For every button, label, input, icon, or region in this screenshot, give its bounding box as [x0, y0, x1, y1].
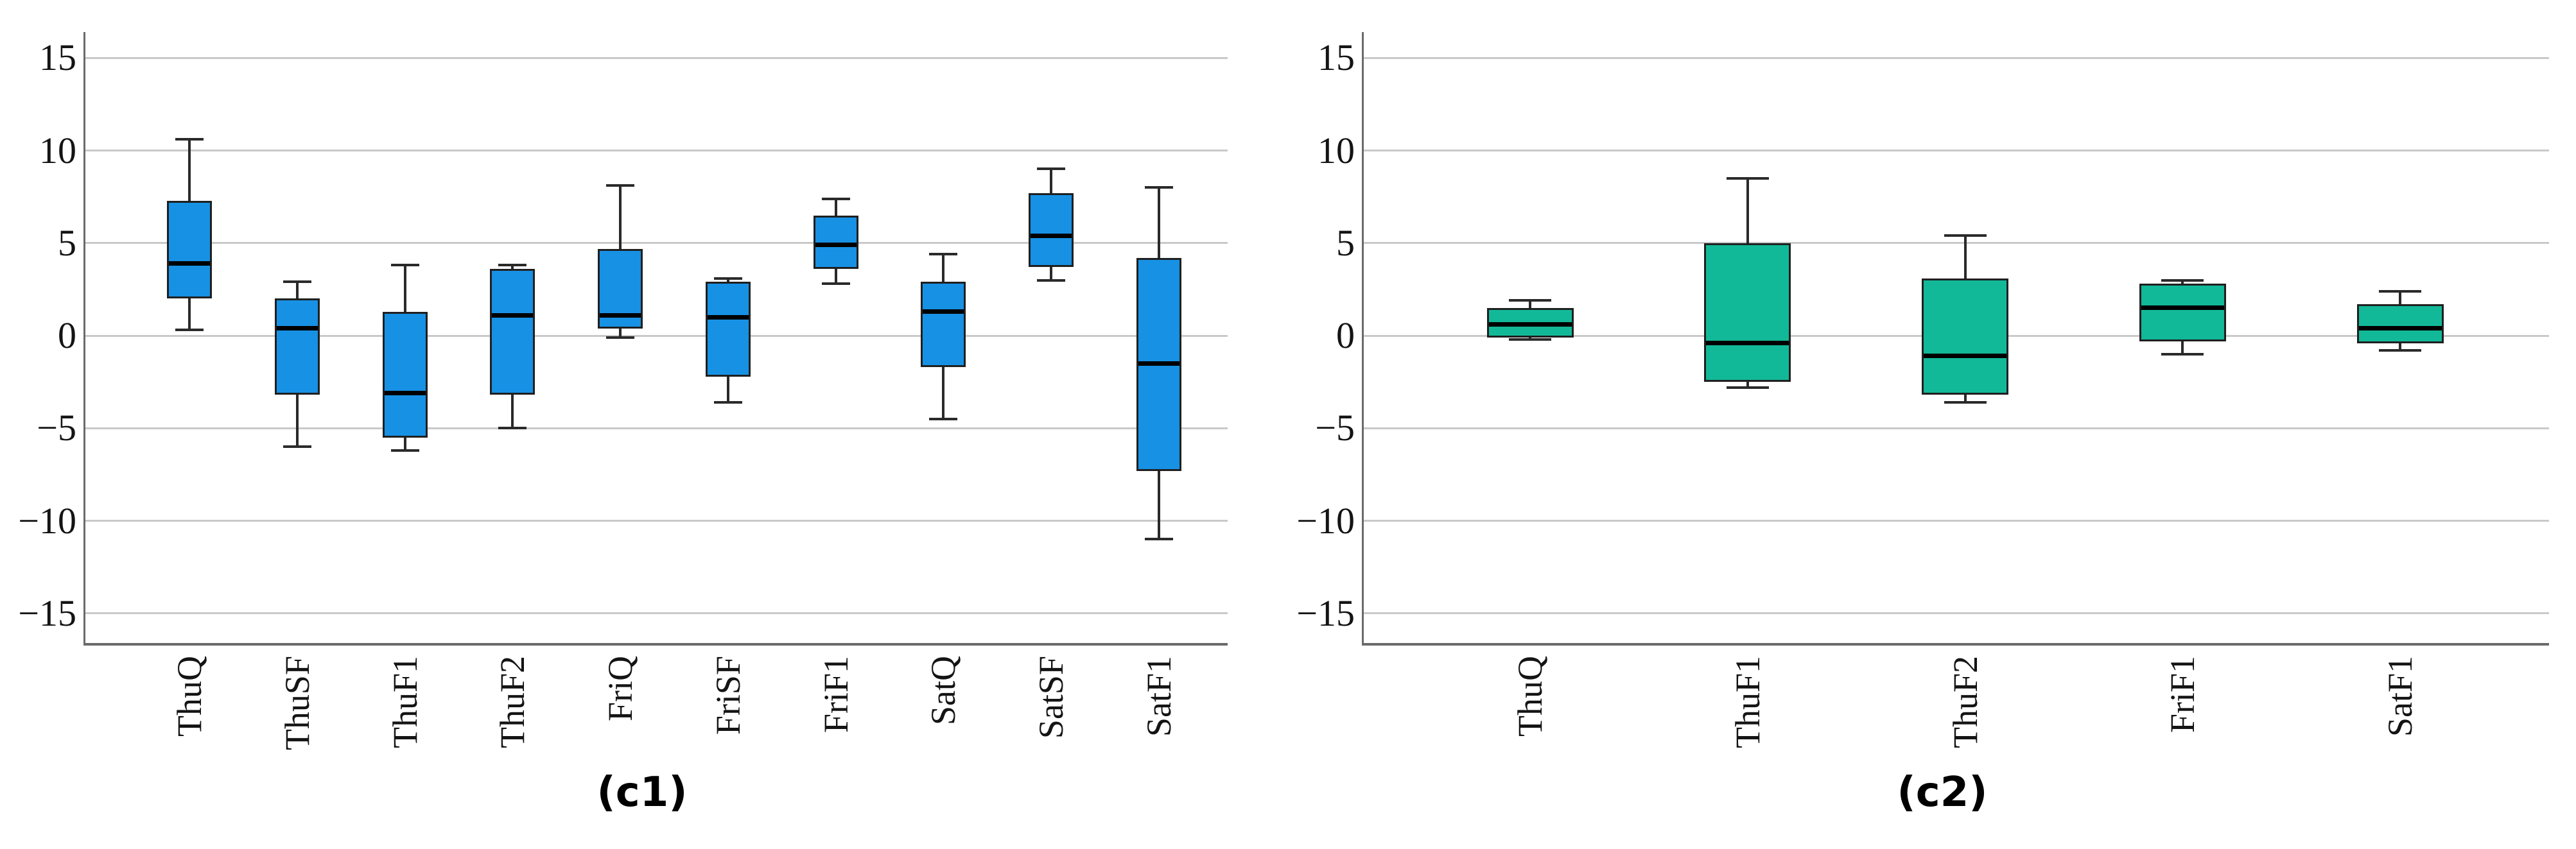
whisker-cap-high-ThuQ [175, 138, 204, 141]
x-axis-line [83, 643, 1228, 646]
median-line-ThuF2 [1924, 354, 2006, 359]
box-FriF1 [813, 215, 858, 270]
gridline-y10 [1364, 150, 2549, 152]
whisker-cap-low-SatF1 [1145, 538, 1173, 541]
whisker-cap-high-FriF1 [821, 197, 850, 200]
whisker-cap-high-SatF1 [2379, 289, 2421, 293]
y-tick-label--5: −5 [1315, 407, 1355, 449]
gridline-y15 [1364, 56, 2549, 59]
median-line-SatSF [1031, 233, 1072, 238]
whisker-cap-low-ThuF1 [1726, 386, 1769, 389]
whisker-cap-low-ThuQ [175, 329, 204, 332]
median-line-ThuF1 [384, 391, 426, 396]
whisker-cap-high-ThuSF [283, 280, 311, 284]
x-tick-label-ThuQ: ThuQ [1511, 656, 1549, 737]
box-ThuSF [274, 298, 320, 395]
x-tick-label-SatF1: SatF1 [2381, 656, 2419, 737]
median-line-FriQ [600, 313, 641, 318]
whisker-cap-low-SatQ [929, 417, 958, 420]
y-tick-label--10: −10 [1296, 499, 1355, 542]
box-ThuQ [167, 200, 212, 299]
whisker-cap-low-ThuF2 [498, 427, 527, 430]
y-tick-label-10: 10 [39, 129, 76, 171]
whisker-cap-high-FriF1 [2161, 279, 2204, 282]
whisker-cap-high-SatQ [929, 253, 958, 256]
gridline-y5 [85, 242, 1228, 244]
y-tick-label--10: −10 [18, 499, 76, 542]
median-line-ThuF1 [1706, 341, 1789, 346]
median-line-ThuQ [169, 261, 210, 266]
whisker-cap-high-ThuF2 [498, 264, 527, 267]
gridline-y-5 [85, 427, 1228, 429]
whisker-cap-high-ThuF2 [1944, 234, 1987, 237]
gridline-y-5 [1364, 427, 2549, 429]
whisker-cap-low-SatF1 [2379, 349, 2421, 352]
y-axis-line [1362, 32, 1364, 646]
y-tick-label-15: 15 [1318, 37, 1355, 79]
median-line-FriSF [707, 314, 749, 320]
whisker-cap-low-ThuSF [283, 445, 311, 449]
gridline-y15 [85, 56, 1228, 59]
y-tick-label-5: 5 [1336, 221, 1355, 264]
gridline-y0 [85, 334, 1228, 337]
whisker-cap-low-FriF1 [821, 282, 850, 286]
box-FriF1 [2139, 284, 2226, 341]
whisker-cap-low-FriF1 [2161, 352, 2204, 356]
median-line-SatF1 [1138, 361, 1179, 366]
caption-c1: (c1) [596, 769, 688, 816]
box-SatSF [1029, 193, 1074, 268]
y-tick-label--15: −15 [1296, 592, 1355, 634]
x-tick-label-ThuF2: ThuF2 [1945, 656, 1985, 749]
y-tick-label-0: 0 [1336, 314, 1355, 357]
y-tick-label-0: 0 [58, 314, 76, 357]
median-line-SatF1 [2358, 326, 2442, 331]
gridline-y-10 [85, 520, 1228, 522]
y-tick-label-5: 5 [58, 221, 76, 264]
x-tick-label-FriF1: FriF1 [2163, 656, 2202, 733]
median-line-ThuQ [1488, 322, 1572, 327]
whisker-cap-low-ThuF2 [1944, 400, 1987, 404]
median-line-FriF1 [815, 243, 857, 248]
y-axis-line [83, 32, 85, 646]
median-line-ThuSF [276, 326, 318, 331]
box-ThuF2 [490, 269, 535, 395]
y-tick-label--15: −15 [18, 592, 76, 634]
median-line-FriF1 [2141, 305, 2224, 311]
whisker-cap-high-ThuF1 [1726, 176, 1769, 180]
box-FriSF [705, 282, 751, 377]
whisker-cap-high-FriQ [606, 184, 635, 187]
y-tick-label--5: −5 [37, 407, 76, 449]
gridline-y-15 [85, 612, 1228, 615]
box-ThuF2 [1922, 278, 2008, 395]
box-SatF1 [2356, 304, 2444, 343]
median-line-SatQ [923, 309, 964, 314]
whisker-cap-low-ThuQ [1509, 338, 1551, 341]
whisker-cap-high-ThuF1 [390, 264, 419, 267]
y-tick-label-15: 15 [39, 37, 76, 79]
caption-c2: (c2) [1897, 769, 1988, 816]
whisker-cap-low-ThuF1 [390, 449, 419, 452]
box-SatQ [921, 282, 966, 368]
whisker-cap-high-SatF1 [1145, 186, 1173, 189]
whisker-cap-high-ThuQ [1509, 299, 1551, 302]
whisker-cap-high-SatSF [1037, 167, 1066, 171]
whisker-cap-low-FriQ [606, 336, 635, 339]
x-axis-line [1362, 643, 2549, 646]
x-tick-label-ThuF1: ThuF1 [1728, 656, 1767, 749]
whisker-cap-low-FriSF [713, 400, 742, 404]
gridline-y10 [85, 150, 1228, 152]
gridline-y-15 [1364, 612, 2549, 615]
whisker-cap-high-FriSF [713, 277, 742, 280]
median-line-ThuF2 [492, 313, 534, 318]
box-ThuF1 [382, 311, 428, 438]
gridline-y5 [1364, 242, 2549, 244]
whisker-cap-low-SatSF [1037, 279, 1066, 282]
y-tick-label-10: 10 [1318, 129, 1355, 171]
box-ThuF1 [1704, 243, 1791, 382]
gridline-y-10 [1364, 520, 2549, 522]
